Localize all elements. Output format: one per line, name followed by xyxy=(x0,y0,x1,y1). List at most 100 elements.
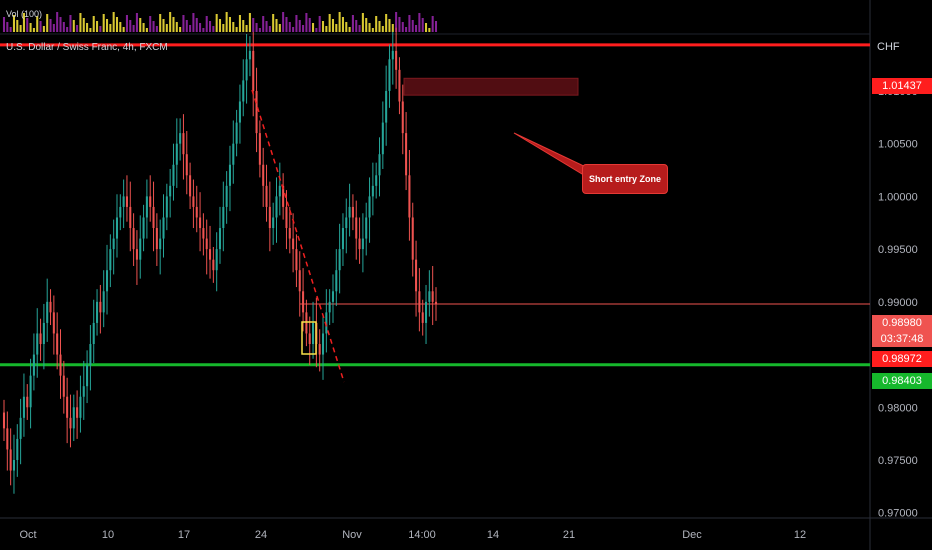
volume-bar xyxy=(69,15,72,32)
volume-bar xyxy=(125,15,128,32)
candle-body xyxy=(248,50,251,60)
candle-body xyxy=(215,249,218,271)
volume-label: Vol (100) xyxy=(6,9,43,19)
volume-bar xyxy=(302,25,305,32)
volume-bar xyxy=(165,24,168,32)
currency-label: CHF xyxy=(877,41,900,53)
volume-bar xyxy=(388,19,391,32)
volume-bar xyxy=(345,22,348,32)
candle-body xyxy=(159,238,162,250)
price-axis-label: 0.99500 xyxy=(878,244,918,256)
volume-bar xyxy=(428,28,431,32)
volume-bar xyxy=(378,21,381,32)
volume-bar xyxy=(182,15,185,32)
volume-bar xyxy=(335,24,338,32)
candle-body xyxy=(415,259,418,292)
price-axis-label: 0.97000 xyxy=(878,508,918,520)
time-axis-label: 12 xyxy=(794,529,806,541)
candle-body xyxy=(325,312,328,334)
candle-body xyxy=(388,59,391,91)
volume-bar xyxy=(212,26,215,32)
drawings xyxy=(251,89,593,383)
volume-bar xyxy=(245,25,248,32)
candle-body xyxy=(318,344,321,355)
candle-body xyxy=(46,301,49,323)
candle-body xyxy=(262,164,265,186)
candle-body xyxy=(345,217,348,229)
candle-body xyxy=(272,217,275,229)
volume-bar xyxy=(381,26,384,32)
candle-body xyxy=(52,312,55,334)
volume-bar xyxy=(434,21,438,32)
candle-body xyxy=(199,217,202,229)
candle-body xyxy=(328,301,331,313)
volume-bar xyxy=(142,23,145,32)
volume-bar xyxy=(341,17,344,32)
short-entry-zone xyxy=(403,77,579,96)
volume-bar xyxy=(115,17,119,32)
volume-bar xyxy=(109,24,112,32)
current-price-tag: 0.98980 xyxy=(872,315,932,331)
price-axis-label: 0.99000 xyxy=(878,297,918,309)
volume-bar xyxy=(189,25,192,32)
volume-bar xyxy=(105,19,109,32)
candle-body xyxy=(358,238,361,250)
volume-bar xyxy=(82,18,85,32)
volume-bar xyxy=(365,18,368,32)
candle-body xyxy=(218,228,222,250)
volume-bar xyxy=(9,27,12,32)
candle-body xyxy=(338,249,341,271)
volume-bar xyxy=(42,26,45,32)
volume-bar xyxy=(348,27,351,32)
candle-body xyxy=(252,50,255,91)
candle-body xyxy=(122,196,125,207)
volume-bar xyxy=(285,17,288,32)
candle-body xyxy=(195,206,198,218)
candle-body xyxy=(185,154,188,176)
candle-body xyxy=(278,185,281,197)
candle-body xyxy=(149,196,152,207)
volume-bar xyxy=(228,17,231,32)
volume-bar xyxy=(248,13,251,32)
volume-bar xyxy=(59,17,62,32)
candle-body xyxy=(238,101,241,123)
candle-body xyxy=(242,80,245,102)
volume-bar xyxy=(179,27,182,32)
volume-bar xyxy=(405,27,408,32)
candle-body xyxy=(142,217,145,239)
candle-body xyxy=(69,417,72,429)
candle-body xyxy=(72,407,75,429)
candle-body xyxy=(282,185,285,207)
volume-bar xyxy=(318,16,321,32)
volume-bar xyxy=(129,20,132,32)
volume-bar xyxy=(238,15,241,32)
candle-body xyxy=(169,185,172,197)
candle-body xyxy=(129,206,132,229)
candle-body xyxy=(355,217,358,239)
volume-bar xyxy=(361,13,364,32)
price-axis[interactable]: 1.010001.005001.000000.995000.990000.985… xyxy=(878,86,918,520)
volume-bar xyxy=(375,16,378,32)
candle-body xyxy=(96,301,99,323)
candle-body xyxy=(348,206,351,218)
price-axis-label: 0.97500 xyxy=(878,455,918,467)
candle-body xyxy=(86,365,89,387)
candle-body xyxy=(341,228,344,250)
time-axis-label: Dec xyxy=(682,529,702,541)
volume-bar xyxy=(52,24,55,32)
volume-bar xyxy=(315,28,318,32)
candle-body xyxy=(395,50,398,70)
candle-body xyxy=(32,354,35,376)
time-axis[interactable]: Oct 10 17 24 Nov 14:00 14 21 Dec 12 xyxy=(19,529,806,541)
candle-body xyxy=(212,259,215,271)
volume-bar xyxy=(209,21,212,32)
volume-bar xyxy=(391,24,394,32)
volume-bar xyxy=(401,22,404,32)
volume-bar xyxy=(355,20,358,32)
candle-body xyxy=(92,322,95,345)
candle-body xyxy=(312,322,315,345)
candle-body xyxy=(22,396,25,418)
volume-bar xyxy=(46,14,49,32)
volume-bar xyxy=(132,25,135,32)
